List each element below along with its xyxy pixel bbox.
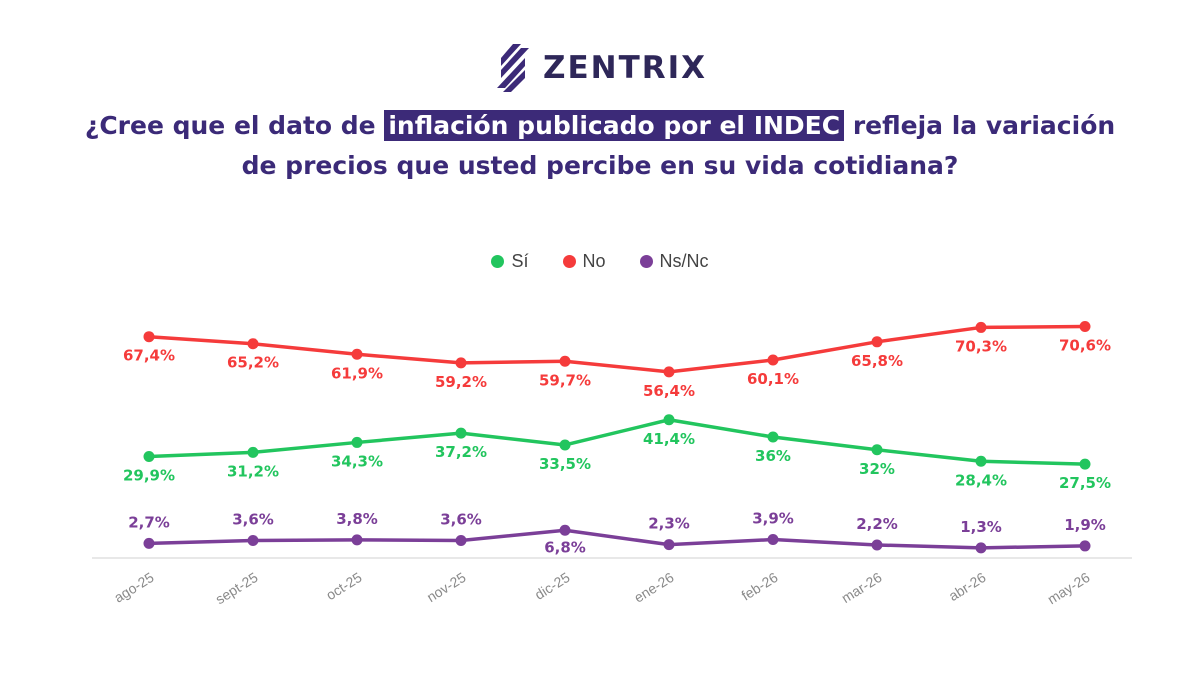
data-point-si bbox=[767, 431, 779, 443]
data-label-nsnc: 1,3% bbox=[960, 518, 1002, 536]
data-point-nsnc bbox=[455, 535, 467, 546]
data-label-no: 56,4% bbox=[643, 382, 695, 400]
question-part-2: refleja la variación bbox=[844, 111, 1116, 140]
data-label-no: 67,4% bbox=[123, 347, 175, 365]
chart-question-title: ¿Cree que el dato de inflación publicado… bbox=[30, 106, 1170, 186]
data-point-si bbox=[871, 444, 883, 456]
legend-item-no: No bbox=[562, 248, 606, 274]
data-label-nsnc: 1,9% bbox=[1064, 516, 1106, 534]
series-line-si bbox=[147, 418, 1087, 466]
x-tick-label: may-26 bbox=[1045, 569, 1093, 607]
data-label-si: 28,4% bbox=[955, 471, 1007, 489]
series-line-nsnc bbox=[147, 528, 1087, 550]
data-label-si: 34,3% bbox=[331, 452, 383, 470]
data-label-no: 61,9% bbox=[331, 364, 383, 382]
data-label-nsnc: 3,9% bbox=[752, 510, 794, 528]
x-tick-label: ago-25 bbox=[111, 569, 157, 606]
data-label-si: 33,5% bbox=[539, 455, 591, 473]
data-point-no bbox=[767, 354, 779, 366]
data-point-no bbox=[559, 355, 571, 367]
brand-header: ZENTRIX bbox=[0, 38, 1200, 98]
data-point-nsnc bbox=[247, 535, 259, 546]
data-label-no: 70,6% bbox=[1059, 336, 1111, 354]
data-point-no bbox=[663, 366, 675, 378]
legend-label-si: Sí bbox=[511, 250, 529, 271]
data-point-nsnc bbox=[351, 534, 363, 546]
data-label-no: 60,1% bbox=[747, 370, 799, 388]
data-point-si bbox=[247, 446, 259, 458]
data-label-si: 41,4% bbox=[643, 430, 695, 448]
data-point-si bbox=[1079, 458, 1091, 470]
data-point-no bbox=[351, 348, 363, 360]
data-label-si: 37,2% bbox=[435, 443, 487, 461]
data-label-si: 31,2% bbox=[227, 462, 279, 480]
series-line-no bbox=[147, 324, 1087, 374]
x-tick-label: dic-25 bbox=[532, 569, 573, 603]
legend-item-si: Sí bbox=[491, 248, 529, 274]
x-tick-label: oct-25 bbox=[323, 569, 365, 603]
data-point-si bbox=[663, 414, 675, 426]
chart-legend: Sí No Ns/Nc bbox=[0, 248, 1200, 274]
legend-dot-nsnc bbox=[639, 254, 653, 268]
data-point-si bbox=[143, 450, 155, 462]
data-label-nsnc: 3,6% bbox=[232, 511, 274, 529]
data-point-nsnc bbox=[975, 542, 987, 554]
data-label-no: 65,2% bbox=[227, 354, 279, 372]
legend-label-no: No bbox=[582, 250, 606, 271]
legend-dot-si bbox=[491, 254, 505, 268]
data-label-si: 29,9% bbox=[123, 466, 175, 484]
data-point-no bbox=[871, 336, 883, 348]
data-point-si bbox=[351, 436, 363, 448]
data-label-nsnc: 3,8% bbox=[336, 510, 378, 528]
data-point-no bbox=[1079, 320, 1091, 332]
x-tick-label: feb-26 bbox=[738, 569, 780, 604]
data-label-no: 70,3% bbox=[955, 337, 1007, 355]
brand-name: ZENTRIX bbox=[542, 50, 708, 86]
legend-label-nsnc: Ns/Nc bbox=[659, 250, 709, 271]
data-point-no bbox=[143, 331, 155, 343]
data-label-si: 32% bbox=[859, 460, 895, 478]
x-tick-label: abr-26 bbox=[946, 569, 989, 604]
data-point-si bbox=[975, 455, 987, 467]
data-label-nsnc: 2,3% bbox=[648, 515, 690, 533]
data-label-nsnc: 6,8% bbox=[544, 538, 586, 556]
x-tick-label: mar-26 bbox=[838, 569, 884, 606]
data-point-nsnc bbox=[663, 539, 675, 551]
x-tick-label: sept-25 bbox=[213, 569, 261, 607]
x-tick-label: ene-26 bbox=[631, 569, 677, 606]
legend-item-nsnc: Ns/Nc bbox=[639, 248, 709, 274]
data-label-nsnc: 2,7% bbox=[128, 513, 170, 531]
data-point-nsnc bbox=[143, 537, 155, 549]
data-point-nsnc bbox=[1079, 540, 1091, 552]
data-point-nsnc bbox=[559, 524, 571, 536]
x-tick-label: nov-25 bbox=[424, 569, 469, 605]
data-point-nsnc bbox=[871, 539, 883, 551]
zentrix-logo-icon bbox=[496, 44, 529, 92]
data-label-no: 65,8% bbox=[851, 352, 903, 370]
question-part-1: ¿Cree que el dato de bbox=[84, 111, 385, 140]
data-label-si: 36% bbox=[755, 447, 791, 465]
data-label-nsnc: 2,2% bbox=[856, 515, 898, 533]
data-label-nsnc: 3,6% bbox=[440, 511, 482, 529]
data-point-si bbox=[559, 439, 571, 451]
data-label-si: 27,5% bbox=[1059, 474, 1111, 492]
data-point-si bbox=[455, 427, 467, 439]
question-highlight: inflación publicado por el INDEC bbox=[384, 110, 845, 141]
data-label-no: 59,7% bbox=[539, 371, 591, 389]
data-point-no bbox=[247, 338, 259, 350]
data-point-no bbox=[455, 357, 467, 369]
data-point-no bbox=[975, 321, 987, 333]
data-label-no: 59,2% bbox=[435, 373, 487, 391]
question-line-2: de precios que usted percibe en su vida … bbox=[241, 151, 959, 180]
data-point-nsnc bbox=[767, 534, 779, 546]
legend-dot-no bbox=[562, 254, 576, 268]
